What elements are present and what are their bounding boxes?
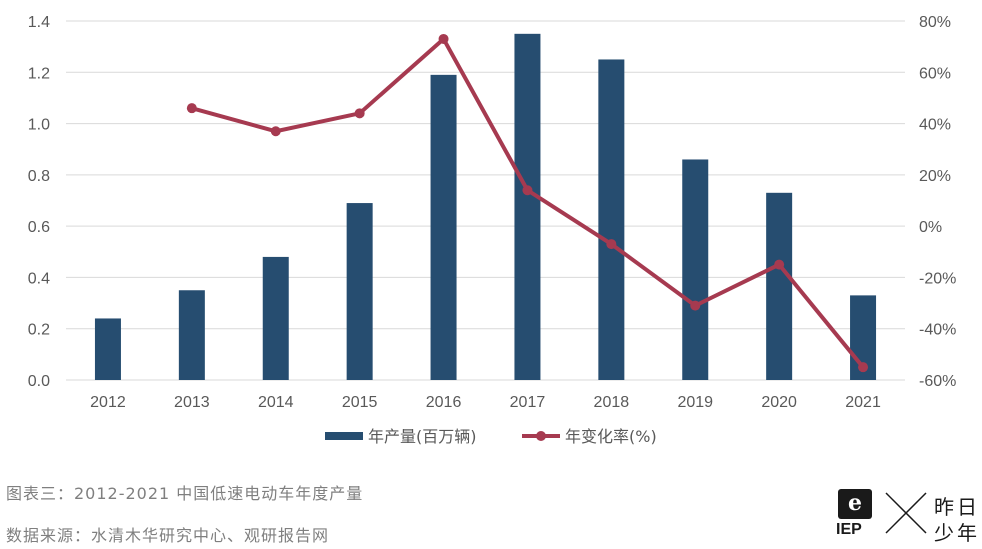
- y-left-tick-label: 0.2: [28, 322, 50, 339]
- logo-text-line1: 昨日: [934, 495, 980, 519]
- y-right-tick-label: 60%: [919, 65, 951, 82]
- line-point: [270, 126, 281, 137]
- chart-area: 0.0 0.2 0.4 0.6 0.8 1.0 1.2 1.4 -60% -40% -20% 0% 20…: [28, 14, 957, 446]
- legend-swatch-bar: [325, 432, 363, 440]
- x-tick-label: 2017: [510, 394, 546, 411]
- line-point: [606, 239, 617, 250]
- y-right-tick-label: 0%: [919, 219, 942, 236]
- bar: [94, 318, 121, 380]
- bar: [598, 59, 625, 380]
- x-tick-label: 2016: [426, 394, 462, 411]
- y-left-tick-label: 1.0: [28, 117, 50, 134]
- line-point: [858, 362, 869, 373]
- bar: [346, 203, 373, 380]
- logo-brand: IEP: [836, 521, 862, 538]
- legend-label-bar: 年产量(百万辆): [368, 427, 477, 446]
- y-left-tick-label: 1.2: [28, 65, 50, 82]
- line-point: [354, 108, 365, 119]
- logo-text-line2: 少年: [934, 521, 980, 545]
- line-point: [438, 33, 449, 44]
- y-left-tick-label: 0.0: [28, 373, 50, 390]
- bar: [262, 256, 289, 380]
- source-caption: 数据来源：水清木华研究中心、观研报告网: [6, 526, 330, 545]
- line-point: [690, 300, 701, 311]
- combo-chart: 0.0 0.2 0.4 0.6 0.8 1.0 1.2 1.4 -60% -40% -20% 0% 20…: [28, 14, 957, 446]
- y-right-tick-label: 20%: [919, 168, 951, 185]
- y-right-tick-label: 40%: [919, 117, 951, 134]
- line-point: [522, 185, 533, 196]
- y-right-tick-label: -20%: [919, 270, 956, 287]
- bar: [682, 159, 709, 380]
- bar: [514, 33, 541, 380]
- x-tick-label: 2015: [342, 394, 378, 411]
- logo-mark: e: [838, 489, 872, 519]
- y-left-tick-label: 0.4: [28, 270, 50, 287]
- y-right-tick-label: -60%: [919, 373, 956, 390]
- line-point: [186, 103, 197, 114]
- x-tick-label: 2020: [761, 394, 797, 411]
- y-right-tick-label: 80%: [919, 14, 951, 31]
- x-tick-label: 2021: [845, 394, 881, 411]
- legend-label-line: 年变化率(%): [565, 427, 657, 446]
- legend-marker-line: [536, 431, 546, 441]
- y-right-tick-label: -40%: [919, 322, 956, 339]
- y-left-tick-label: 0.8: [28, 168, 50, 185]
- x-tick-label: 2014: [258, 394, 294, 411]
- bar: [766, 192, 793, 380]
- figure-caption: 图表三：2012-2021 中国低速电动车年度产量: [6, 484, 364, 503]
- y-left-tick-label: 0.6: [28, 219, 50, 236]
- bar: [430, 74, 457, 380]
- brand-logo: e IEP 昨日 少年: [834, 487, 982, 547]
- x-tick-label: 2018: [594, 394, 630, 411]
- line-point: [774, 259, 785, 270]
- bar: [178, 290, 205, 380]
- y-left-tick-label: 1.4: [28, 14, 50, 31]
- logo-cross-icon: [885, 492, 927, 534]
- x-tick-label: 2019: [677, 394, 713, 411]
- x-tick-label: 2013: [174, 394, 210, 411]
- x-tick-label: 2012: [90, 394, 126, 411]
